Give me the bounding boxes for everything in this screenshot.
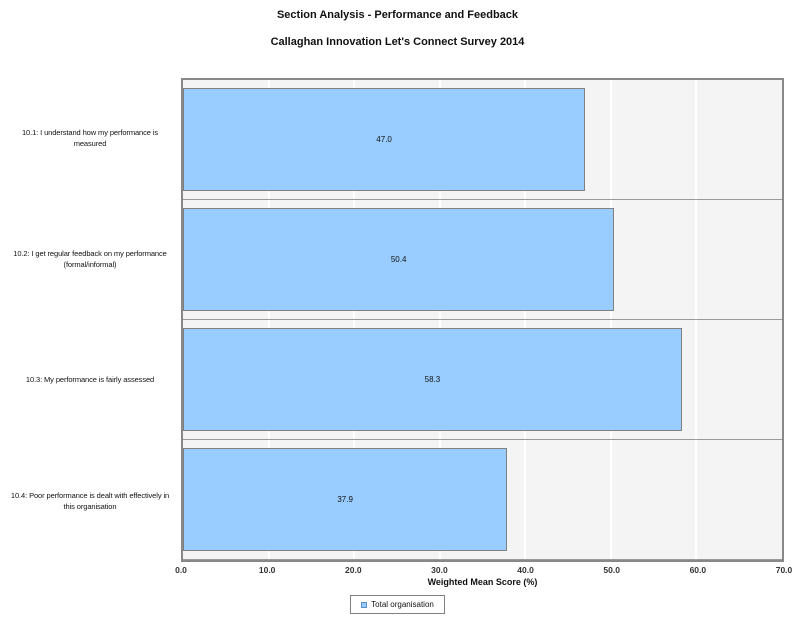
chart-title: Section Analysis - Performance and Feedb…: [276, 9, 519, 21]
x-tick-label: 20.0: [345, 565, 362, 575]
plot-area: 47.0 50.4 58.3 37.9: [181, 78, 784, 562]
x-tick-label: 0.0: [175, 565, 187, 575]
gridline: [438, 80, 441, 560]
x-tick-label: 10.0: [258, 565, 276, 575]
bar-value-label: 50.4: [390, 255, 407, 264]
chart-row: 58.3: [183, 320, 782, 440]
category-label: 10.3: My performance is fairly assessed: [25, 375, 155, 385]
bar-value-label: 37.9: [337, 495, 353, 504]
bar: 50.4: [183, 208, 615, 311]
legend: Total organisation: [0, 595, 795, 614]
x-axis: 0.0 10.0 20.0 30.0 40.0 50.0 60.0 70.0: [175, 565, 792, 576]
gridline: [524, 80, 527, 560]
category-label: 10.4: Poor performance is dealt with eff…: [10, 490, 170, 511]
category-label: 10.1: I understand how my performance is…: [21, 127, 159, 148]
gridline: [609, 80, 612, 560]
chart-subtitle: Callaghan Innovation Let's Connect Surve…: [270, 36, 525, 48]
category-axis: 10.1: I understand how my performance is…: [4, 78, 176, 562]
x-tick-label: 70.0: [775, 565, 793, 575]
x-tick-label: 50.0: [603, 565, 620, 575]
gridline: [267, 80, 270, 560]
category-label: 10.2: I get regular feedback on my perfo…: [13, 248, 167, 269]
bar-value-label: 47.0: [376, 135, 392, 144]
legend-box: Total organisation: [350, 595, 445, 614]
x-axis-label: Weighted Mean Score (%): [427, 577, 538, 587]
legend-label: Total organisation: [371, 600, 434, 609]
legend-swatch: [361, 601, 368, 608]
x-tick-label: 30.0: [431, 565, 448, 575]
chart-row: 47.0: [183, 80, 782, 200]
bar: 58.3: [183, 328, 682, 431]
bar: 47.0: [183, 88, 586, 191]
gridline: [695, 80, 698, 560]
bar: 37.9: [183, 448, 508, 551]
chart-row: 50.4: [183, 200, 782, 320]
x-tick-label: 40.0: [517, 565, 534, 575]
bar-value-label: 58.3: [424, 375, 441, 384]
chart-row: 37.9: [183, 440, 782, 560]
gridline: [353, 80, 356, 560]
x-tick-label: 60.0: [689, 565, 707, 575]
